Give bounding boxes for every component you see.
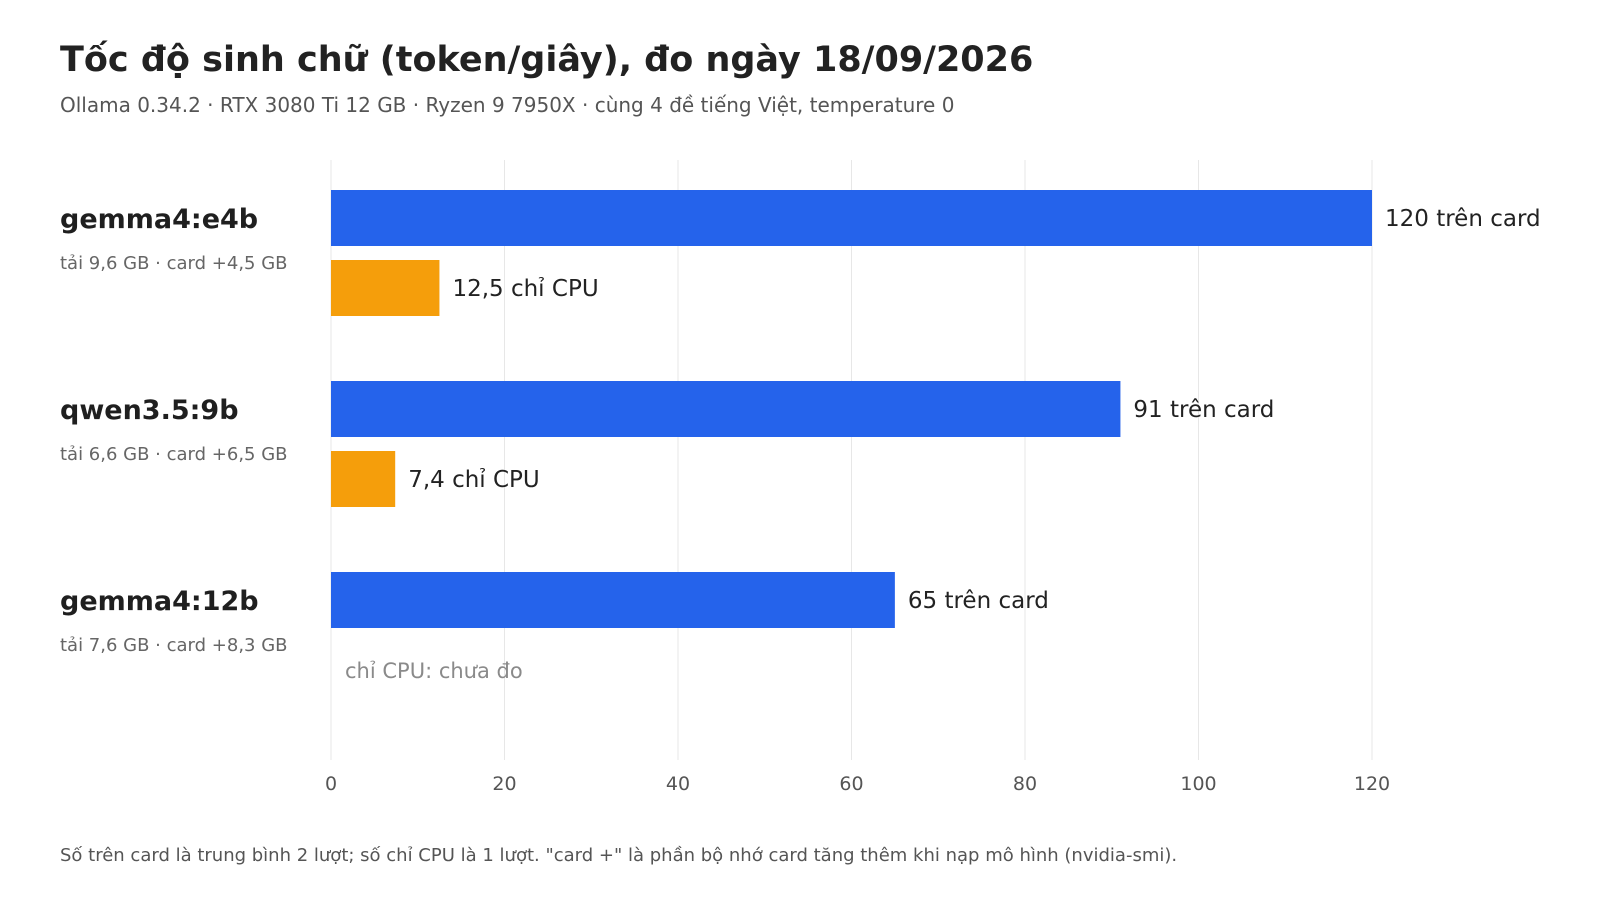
grid-lines [330, 160, 1373, 760]
model-labels: gemma4:e4b tải 9,6 GB · card +4,5 GB qwen3… [60, 204, 288, 656]
x-tick-label-100: 100 [1180, 773, 1216, 795]
gpu-value-label: 120 trên card [1385, 206, 1541, 232]
model-name-label: gemma4:12b [60, 586, 259, 617]
model-detail-label: tải 7,6 GB · card +8,3 GB [60, 635, 288, 656]
gpu-value-label: 65 trên card [908, 588, 1049, 614]
x-tick-label-120: 120 [1354, 773, 1390, 795]
cpu-bar [331, 260, 440, 316]
cpu-missing-label: chỉ CPU: chưa đo [345, 659, 523, 683]
gpu-bar [331, 572, 895, 628]
cpu-value-label: 7,4 chỉ CPU [408, 467, 540, 493]
chart-footnote: Số trên card là trung bình 2 lượt; số ch… [60, 845, 1177, 866]
x-tick-label-80: 80 [1013, 773, 1037, 795]
x-tick-label-40: 40 [666, 773, 690, 795]
model-name-label: gemma4:e4b [60, 204, 258, 235]
gpu-bar [331, 381, 1121, 437]
chart-title: Tốc độ sinh chữ (token/giây), đo ngày 18… [60, 40, 1033, 80]
gpu-bar [331, 190, 1372, 246]
cpu-bar [331, 451, 396, 507]
x-axis-ticks: 0 20 40 60 80 100 120 [325, 773, 1390, 795]
cpu-value-label: 12,5 chỉ CPU [452, 276, 598, 302]
model-detail-label: tải 9,6 GB · card +4,5 GB [60, 253, 288, 274]
x-tick-label-0: 0 [325, 773, 337, 795]
gpu-value-label: 91 trên card [1133, 397, 1274, 423]
model-detail-label: tải 6,6 GB · card +6,5 GB [60, 444, 288, 465]
x-tick-label-20: 20 [492, 773, 516, 795]
chart-subtitle: Ollama 0.34.2 · RTX 3080 Ti 12 GB · Ryze… [60, 93, 954, 117]
model-name-label: qwen3.5:9b [60, 395, 239, 426]
bar-series: 120 trên card 12,5 chỉ CPU 91 trên card 7,4… [331, 190, 1541, 683]
x-tick-label-60: 60 [839, 773, 863, 795]
